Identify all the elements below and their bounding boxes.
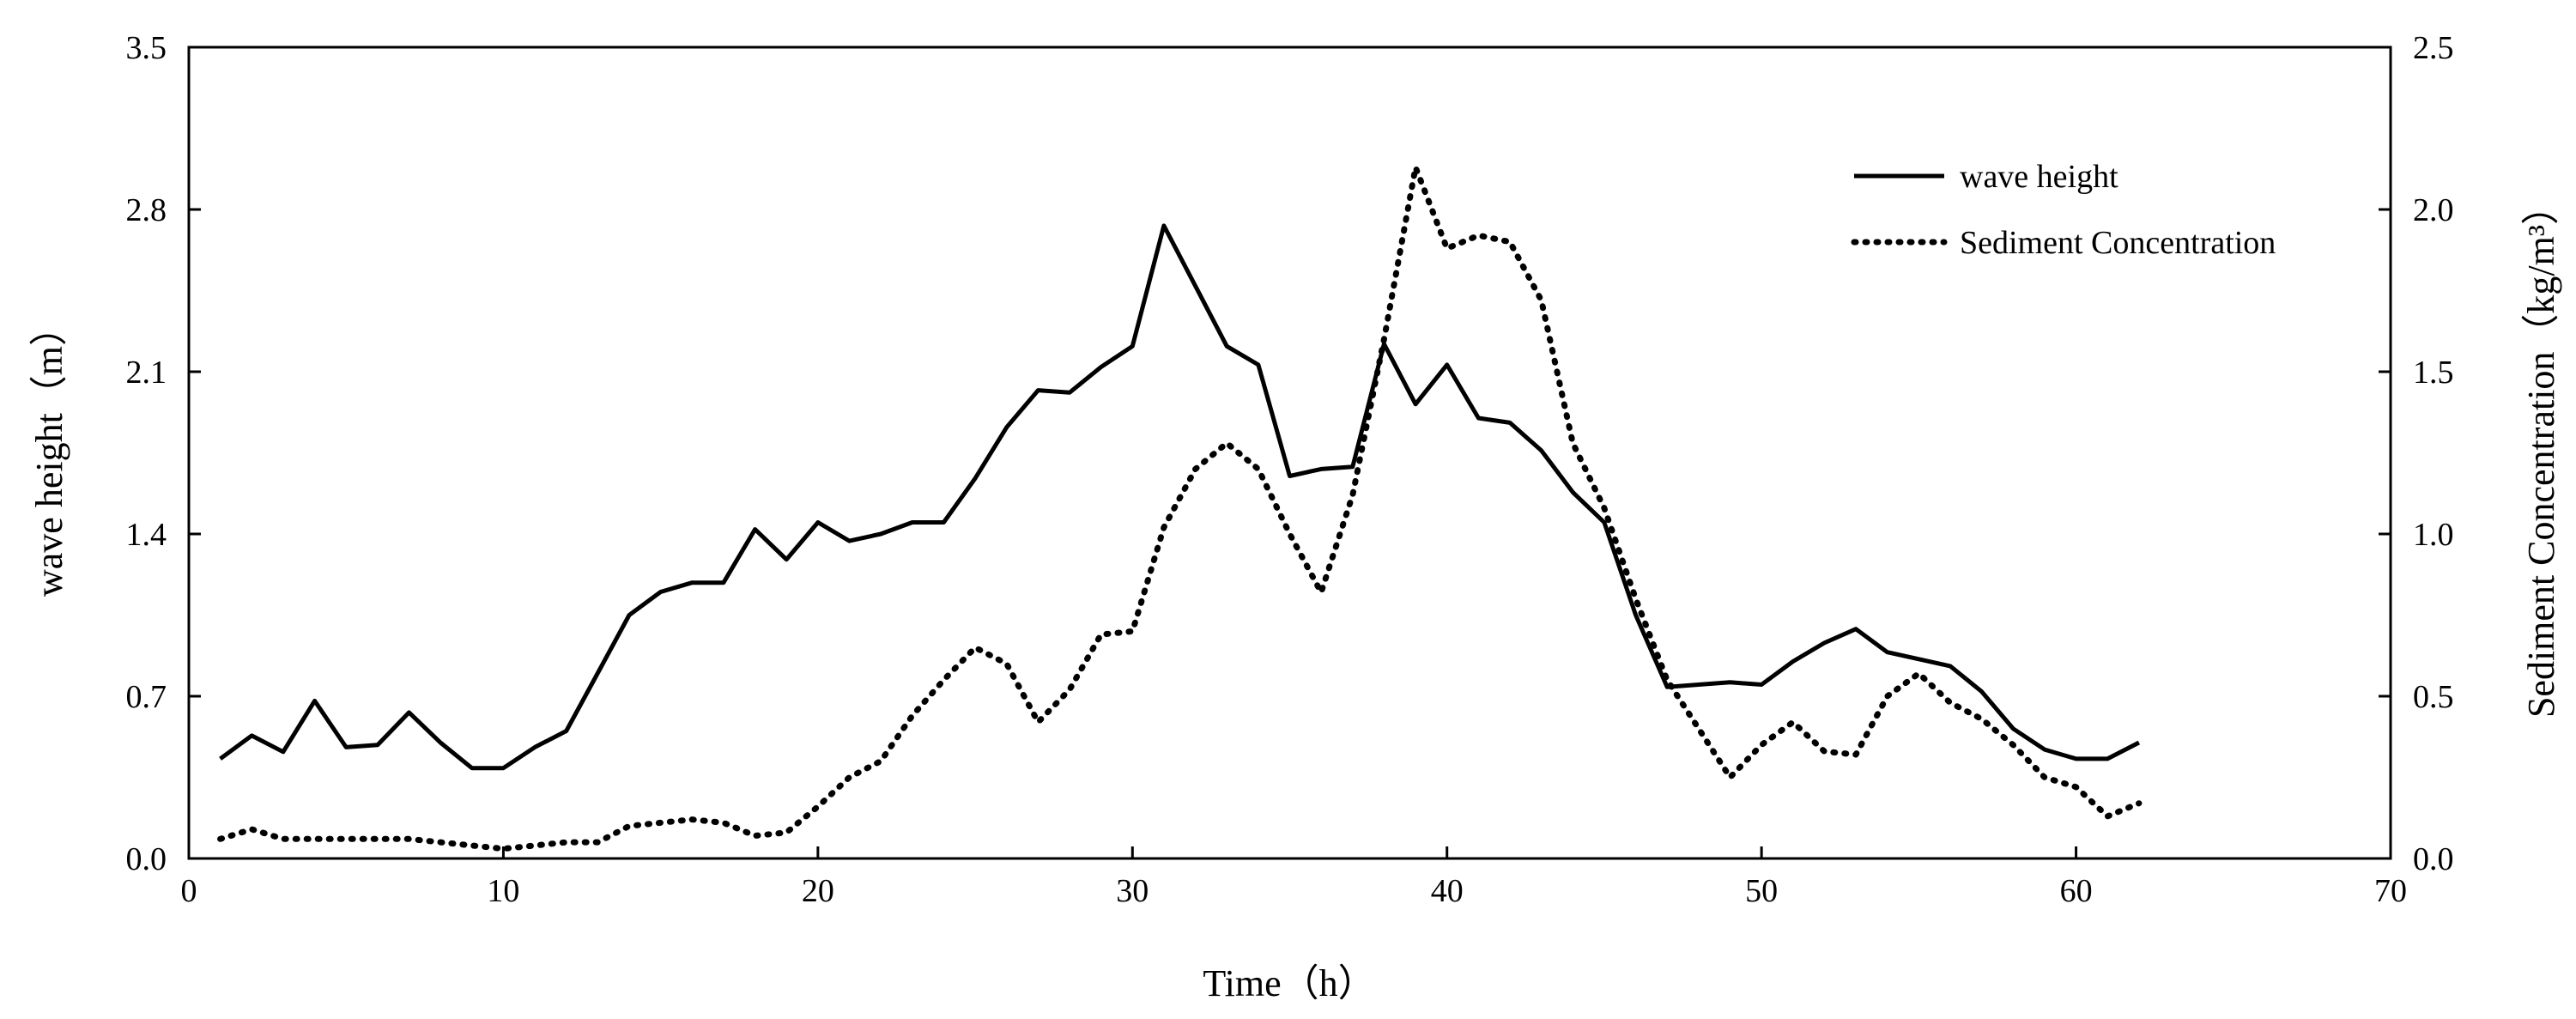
y-left-tick-label: 0.7 bbox=[126, 679, 167, 715]
legend-label-sediment-concentration: Sediment Concentration bbox=[1960, 225, 2276, 261]
y-left-tick-label: 0.0 bbox=[126, 841, 167, 877]
y-axis-left: 0.0 0.7 1.4 2.1 2.8 3.5 bbox=[126, 30, 201, 877]
legend: wave height Sediment Concentration bbox=[1851, 159, 2276, 261]
y-right-tick-label: 0.0 bbox=[2413, 841, 2454, 877]
x-tick-label: 70 bbox=[2374, 873, 2407, 909]
x-tick-label: 0 bbox=[181, 873, 197, 909]
series-line-wave-height bbox=[219, 223, 2141, 771]
y-axis-left-label: wave height（m） bbox=[28, 308, 70, 597]
x-tick-label: 60 bbox=[2060, 873, 2093, 909]
y-left-tick-label: 2.1 bbox=[126, 355, 167, 391]
x-tick-label: 30 bbox=[1116, 873, 1149, 909]
x-tick-label: 40 bbox=[1431, 873, 1464, 909]
y-right-tick-label: 1.5 bbox=[2413, 355, 2454, 391]
y-axis-right: 0.0 0.5 1.0 1.5 2.0 2.5 bbox=[2379, 30, 2454, 877]
x-tick-label: 10 bbox=[487, 873, 519, 909]
plot-frame bbox=[187, 45, 2392, 860]
x-axis: 0 10 20 30 40 50 60 70 bbox=[181, 846, 2407, 909]
y-right-tick-label: 2.0 bbox=[2413, 192, 2454, 228]
y-left-tick-label: 1.4 bbox=[126, 517, 167, 553]
x-tick-label: 20 bbox=[802, 873, 834, 909]
y-right-tick-label: 0.5 bbox=[2413, 679, 2454, 715]
x-axis-label: Time（h） bbox=[1203, 962, 1375, 1004]
series-layer bbox=[217, 164, 2143, 852]
y-left-tick-label: 3.5 bbox=[126, 30, 167, 66]
y-right-tick-label: 2.5 bbox=[2413, 30, 2454, 66]
y-left-tick-label: 2.8 bbox=[126, 192, 167, 228]
y-right-tick-label: 1.0 bbox=[2413, 517, 2454, 553]
y-axis-right-label: Sediment Concentration（kg/m³） bbox=[2520, 187, 2562, 718]
x-tick-label: 50 bbox=[1745, 873, 1778, 909]
series-line-sediment-concentration bbox=[217, 164, 2143, 852]
legend-label-wave-height: wave height bbox=[1960, 159, 2118, 195]
